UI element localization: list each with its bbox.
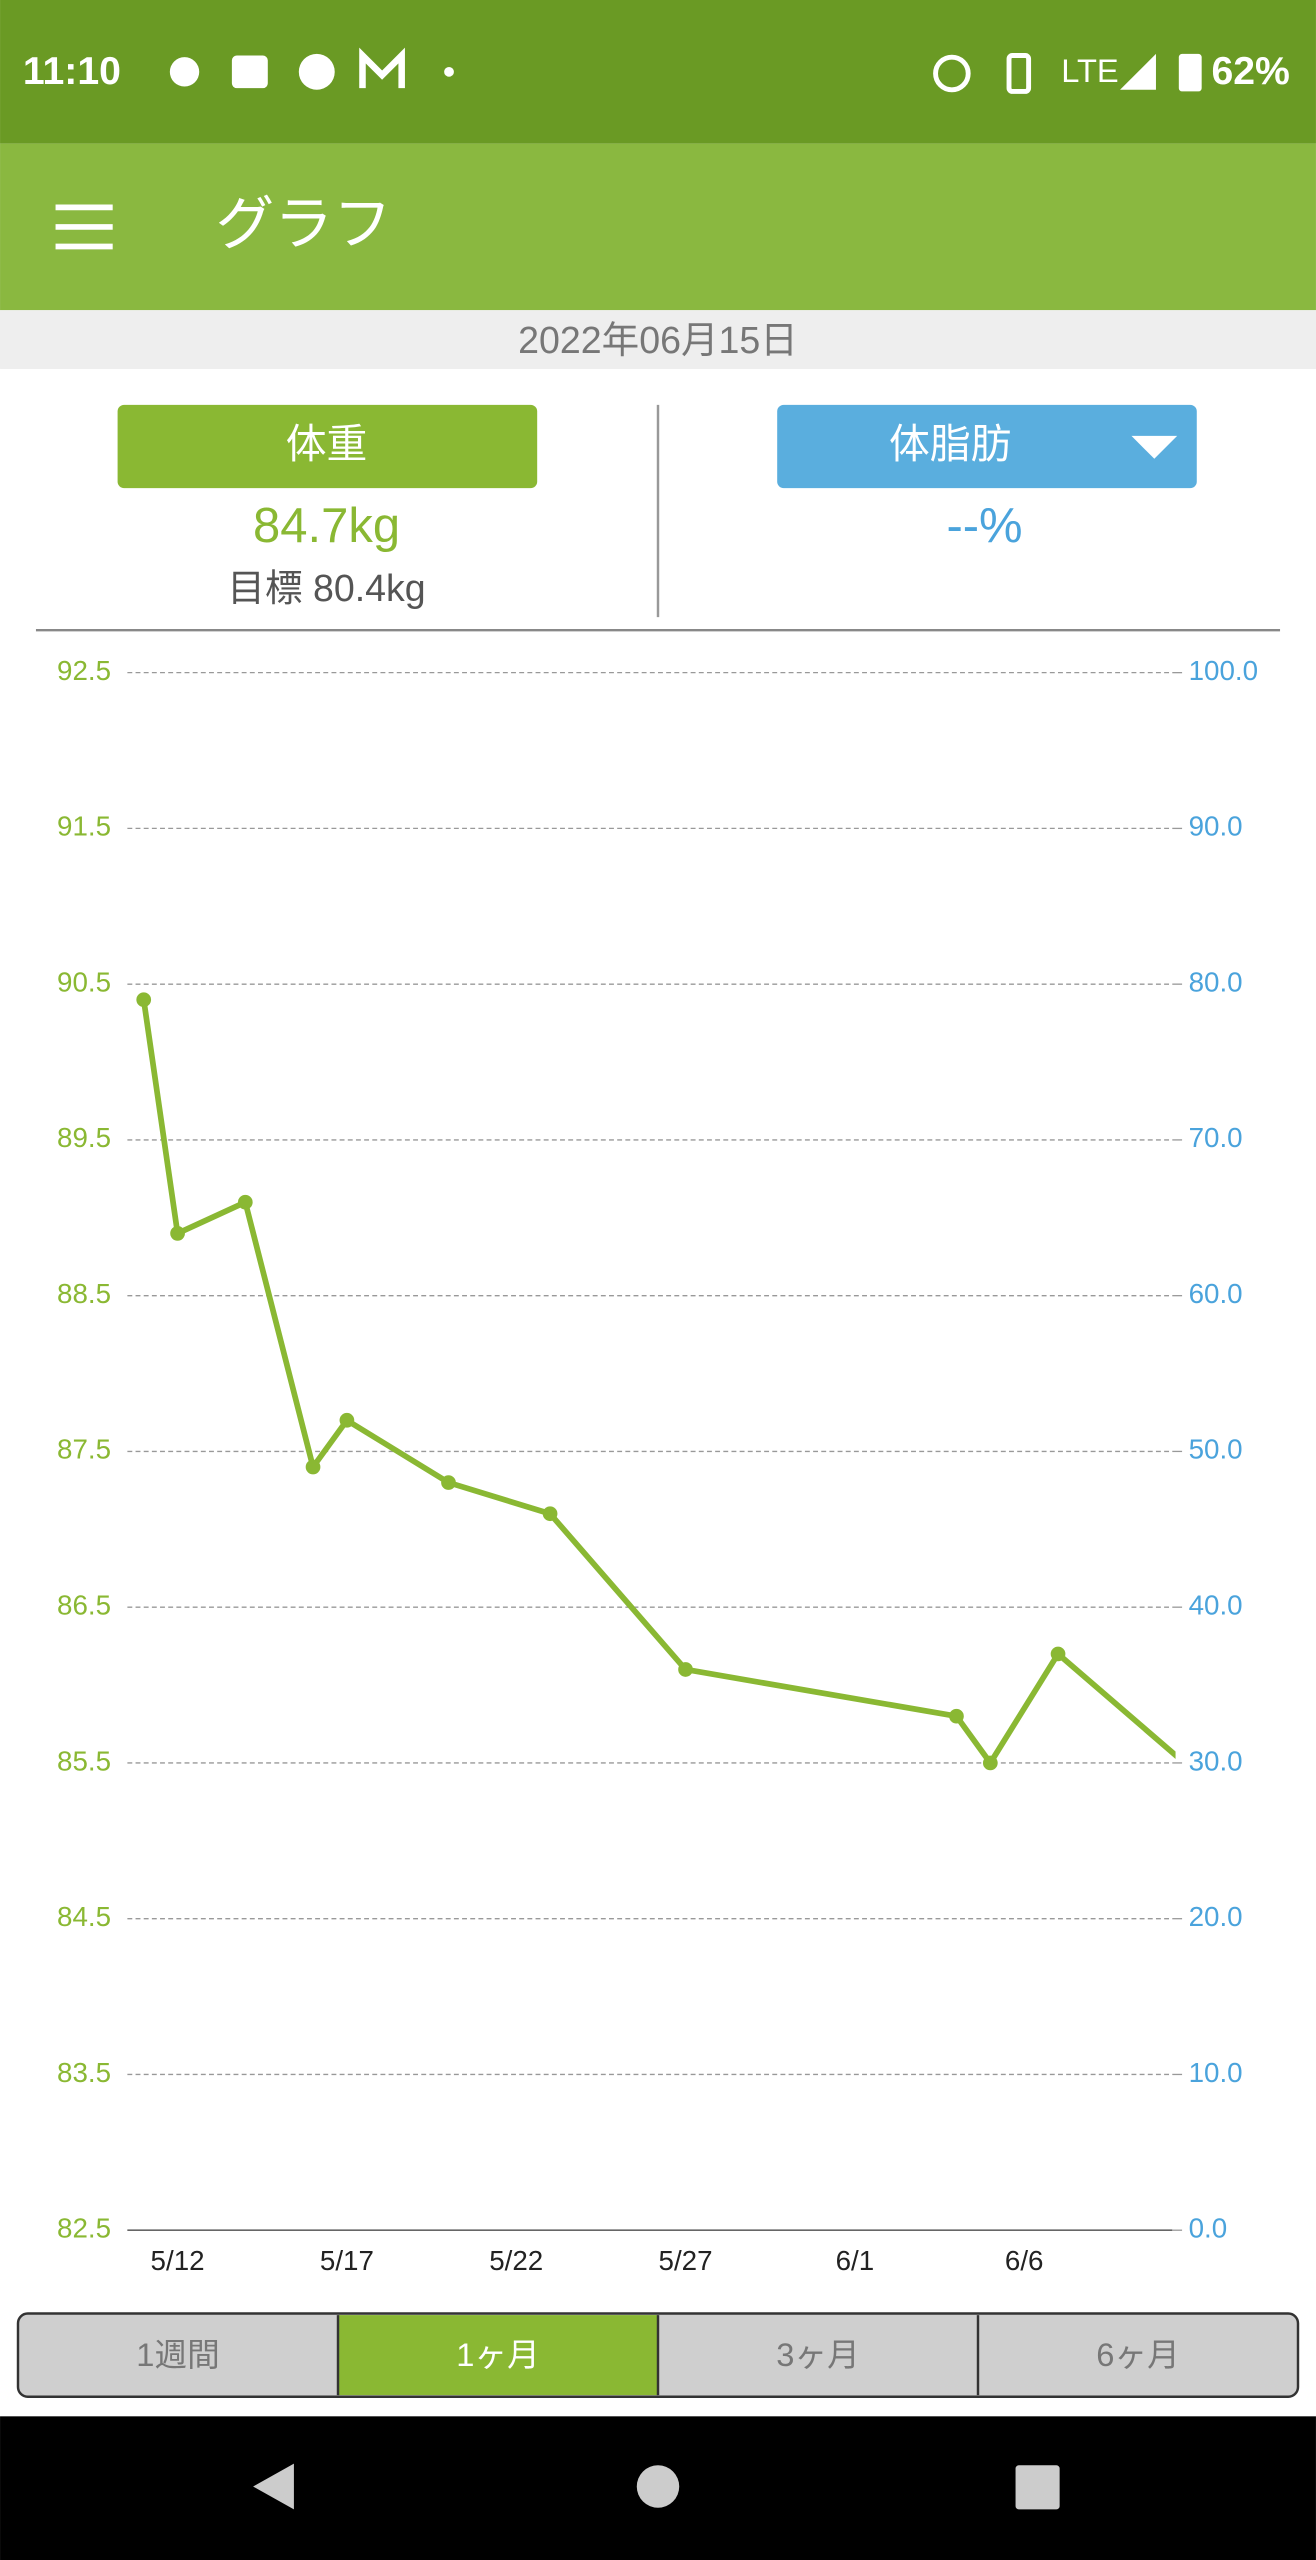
x-tick-label: 5/27 [659,2245,713,2276]
y-tick-label: 83.5 [57,2057,111,2088]
plot-area [136,992,1176,1771]
tab-selected[interactable] [338,2315,658,2396]
status-bar [0,0,1316,144]
y2-tick-label: 70.0 [1189,1122,1243,1153]
y2-tick-label: 40.0 [1189,1590,1243,1621]
nav-back[interactable] [253,2463,294,2510]
data-point [982,1755,998,1771]
y2-tick-label: 60.0 [1189,1278,1243,1309]
weight-tab-label[interactable]: 体重 [286,421,368,467]
y-tick-label: 84.5 [57,1901,111,1932]
y2-tick-label: 20.0 [1189,1901,1243,1932]
y2-tick-label: 10.0 [1189,2057,1243,2088]
x-tick-label: 5/12 [151,2245,205,2276]
y-tick-label: 92.5 [57,655,111,686]
data-point [136,992,152,1008]
x-tick-label: 5/22 [489,2245,543,2276]
weight-value: 84.7kg [253,499,400,553]
fat-value: --% [946,499,1022,553]
y-tick-label: 91.5 [57,811,111,842]
data-point [678,1662,693,1677]
app-title: グラフ [216,192,392,257]
y-tick-label: 89.5 [57,1122,111,1153]
fat-dropdown[interactable] [777,404,1197,489]
y2-tick-label: 50.0 [1189,1434,1243,1465]
status-network: LTE [1061,52,1118,89]
x-tick-label: 5/17 [320,2245,374,2276]
chart: 82.5 83.5 84.5 85.5 86.5 87.5 88.5 89.5 90.5 91.5… [57,655,1258,2276]
data-line [140,999,1176,1766]
data-point [339,1412,355,1428]
data-point [237,1194,253,1210]
status-icons [169,47,1202,94]
data-point [1050,1646,1066,1662]
weight-goal: 目標 80.4kg [227,567,425,609]
status-time: 11:10 [23,50,121,93]
data-point [542,1506,558,1522]
nav-recents[interactable] [1015,2465,1060,2510]
tab-label[interactable]: 1週間 [136,2336,219,2373]
y-tick-label: 87.5 [57,1434,111,1465]
y2-tick-label: 30.0 [1189,1745,1243,1776]
status-battery: 62% [1211,50,1289,93]
weight-tab[interactable] [117,404,538,489]
y2-tick-label: 100.0 [1189,655,1258,686]
x-tick-label: 6/1 [836,2245,875,2276]
data-point [949,1708,964,1724]
tab-label[interactable]: 3ヶ月 [776,2336,859,2373]
tab-label[interactable]: 1ヶ月 [456,2336,539,2373]
nav-home[interactable] [636,2465,680,2508]
date-strip [0,310,1316,369]
menu-button[interactable] [55,204,113,250]
range-tabs: 1週間 1ヶ月 3ヶ月 6ヶ月 [16,2312,1300,2398]
y-tick-label: 88.5 [57,1278,111,1309]
data-point [170,1226,185,1241]
y-tick-label: 90.5 [57,966,111,997]
y2-tick-label: 80.0 [1189,966,1243,997]
y-tick-label: 86.5 [57,1590,111,1621]
fat-label[interactable]: 体脂肪 [889,421,1011,467]
dropdown-arrow[interactable] [1131,435,1178,459]
y2-tick-label: 90.0 [1189,811,1243,842]
date-label: 2022年06月15日 [518,319,798,361]
y2-tick-label: 0.0 [1189,2213,1228,2244]
y-tick-label: 85.5 [57,1745,111,1776]
y-tick-label: 82.5 [57,2213,111,2244]
data-point [305,1459,321,1475]
app-bar [0,143,1316,311]
data-point [441,1475,456,1490]
x-tick-label: 6/6 [1005,2245,1044,2276]
tab-label[interactable]: 6ヶ月 [1096,2336,1179,2373]
